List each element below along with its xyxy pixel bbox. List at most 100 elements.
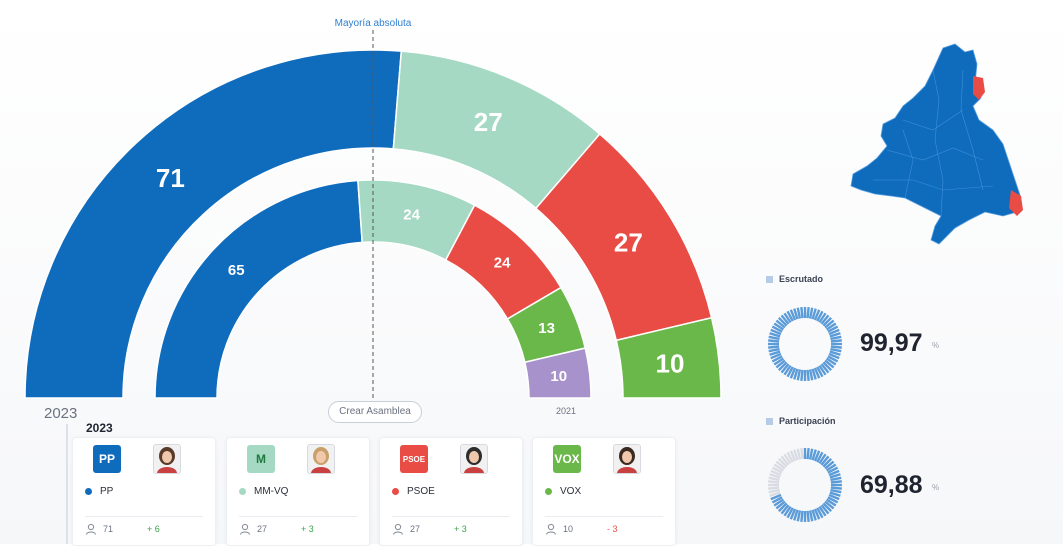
party-row: PSOE — [392, 486, 435, 497]
party-card-psoe[interactable]: PSOE PSOE 27 + 3 — [379, 437, 523, 546]
create-assembly-button[interactable]: Crear Asamblea — [328, 401, 422, 423]
outer-label-psoe: 27 — [614, 228, 643, 258]
turnout-unit: % — [932, 483, 940, 492]
donut-tick — [828, 493, 840, 501]
donut-tick — [786, 451, 794, 463]
donut-tick — [768, 339, 780, 343]
party-color-dot — [545, 488, 552, 495]
donut-tick — [789, 367, 797, 379]
donut-tick — [820, 455, 830, 466]
donut-tick — [813, 450, 821, 462]
donut-tick — [827, 355, 839, 363]
donut-tick — [811, 509, 817, 521]
party-logo-icon: PSOE — [400, 445, 428, 473]
donut-tick — [829, 473, 841, 479]
donut-tick — [769, 332, 781, 338]
outer-label-vox: 10 — [656, 348, 685, 378]
donut-tick — [773, 498, 785, 507]
donut-tick — [800, 448, 804, 460]
donut-tick — [769, 491, 781, 497]
donut-tick — [828, 352, 840, 360]
card-footer: 10 - 3 — [545, 516, 663, 535]
cards-year: 2023 — [86, 421, 113, 435]
party-card-pp[interactable]: PP PP 71 + 6 — [72, 437, 216, 546]
donut-tick — [820, 363, 830, 374]
party-card-mm-vq[interactable]: M MM-VQ 27 + 3 — [226, 437, 370, 546]
seats-count: 27 — [257, 524, 268, 534]
donut-tick — [816, 310, 824, 322]
donut-tick — [825, 463, 837, 472]
majority-label: Mayoría absoluta — [334, 18, 412, 29]
donut-tick — [828, 469, 840, 477]
donut-tick — [816, 366, 824, 378]
outer-seg-vox[interactable] — [615, 316, 722, 399]
map-highlight-southeast — [1009, 190, 1023, 216]
party-row: MM-VQ — [239, 486, 288, 497]
donut-tick — [820, 314, 830, 325]
party-logo-icon: M — [247, 445, 275, 473]
donut-tick — [783, 453, 792, 465]
donut-tick — [825, 322, 837, 331]
donut-tick — [793, 509, 799, 521]
seats-delta: + 3 — [454, 524, 467, 534]
outer-seg-pp[interactable] — [24, 49, 403, 399]
donut-tick — [818, 364, 827, 376]
party-card-vox[interactable]: VOX VOX 10 - 3 — [532, 437, 676, 546]
donut-tick — [830, 476, 842, 482]
turnout-value: 69,88 — [860, 471, 923, 499]
scrutinized-value: 99,97 — [860, 329, 923, 357]
outer-label-mm-vq: 27 — [474, 107, 503, 137]
inner-label-psoe: 24 — [494, 254, 511, 271]
donut-tick — [775, 359, 786, 369]
scrutinized-unit: % — [932, 341, 940, 350]
donut-tick — [824, 460, 835, 470]
inner-seg-up[interactable] — [523, 347, 592, 399]
donut-tick — [800, 307, 804, 319]
donut-tick — [780, 504, 790, 515]
party-logo-icon: PP — [93, 445, 121, 473]
seats-delta: - 3 — [607, 524, 618, 534]
seats-delta: + 3 — [301, 524, 314, 534]
inner-label-pp: 65 — [228, 262, 245, 279]
donut-tick — [780, 363, 790, 374]
candidate-avatar — [307, 444, 335, 474]
donut-tick — [822, 361, 833, 372]
hemicycle-2023 — [24, 49, 722, 399]
region-map[interactable] — [843, 40, 1043, 257]
year-inner-label: 2021 — [556, 406, 577, 416]
party-name: VOX — [560, 486, 582, 497]
donut-tick — [777, 457, 788, 468]
donut-tick — [806, 448, 810, 460]
donut-tick — [777, 361, 788, 372]
candidate-avatar — [460, 444, 488, 474]
donut-tick — [830, 335, 842, 341]
donut-tick — [789, 508, 797, 520]
donut-tick — [824, 500, 835, 510]
donut-tick — [768, 335, 780, 341]
card-footer: 27 + 3 — [239, 516, 357, 535]
donut-tick — [822, 457, 833, 468]
donut-tick — [808, 369, 814, 381]
donut-tick — [771, 496, 783, 504]
year-outer-label: 2023 — [44, 405, 78, 422]
donut-tick — [770, 493, 782, 501]
scrutinized-label-text: Escrutado — [779, 274, 824, 284]
donut-tick — [786, 366, 794, 378]
hemicycle-2021 — [154, 179, 592, 399]
donut-tick — [813, 309, 821, 321]
hemicycle-chart: 71 27 27 10 65 24 24 13 10 — [24, 30, 722, 399]
seats-count: 10 — [563, 524, 574, 534]
outer-label-pp: 71 — [156, 163, 185, 193]
candidate-avatar — [613, 444, 641, 474]
donut-tick — [829, 491, 841, 497]
donut-tick — [775, 460, 786, 470]
turnout-donut — [768, 448, 842, 522]
donut-tick — [827, 466, 839, 474]
donut-tick — [824, 359, 835, 369]
turnout-label: Participación — [766, 416, 836, 426]
card-footer: 27 + 3 — [392, 516, 510, 535]
donut-tick — [818, 312, 827, 324]
donut-tick — [780, 314, 790, 325]
donut-tick — [830, 347, 842, 353]
donut-tick — [768, 476, 780, 482]
